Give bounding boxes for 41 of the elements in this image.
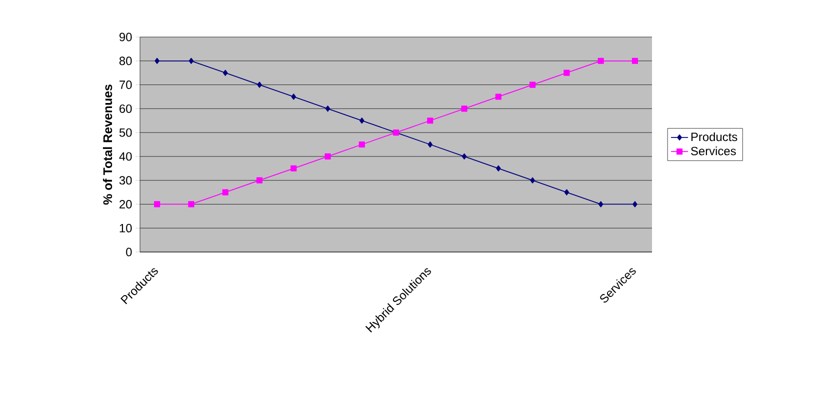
point (325, 106, 330, 112)
point (222, 189, 228, 196)
y-tick-label: 70 (120, 80, 132, 90)
legend-label: Services (691, 146, 736, 156)
y-tick-label: 30 (119, 176, 132, 185)
y-axis-title: % of Total Revenues (102, 84, 112, 205)
point (257, 82, 262, 88)
point (496, 165, 501, 172)
point (324, 153, 331, 160)
point (462, 153, 467, 160)
point (222, 70, 228, 76)
point (256, 177, 263, 184)
y-tick-label: 80 (119, 56, 132, 66)
point (427, 118, 434, 124)
point (358, 141, 365, 148)
point (291, 94, 296, 100)
point (598, 58, 604, 64)
point (154, 58, 160, 64)
y-tick-label: 0 (126, 248, 132, 256)
point (188, 201, 194, 208)
point (598, 201, 604, 208)
point (530, 177, 535, 184)
y-tick-label: 60 (120, 104, 132, 113)
point (461, 106, 468, 112)
point (154, 201, 160, 208)
legend-label: Products (691, 132, 738, 142)
point (290, 165, 297, 172)
y-tick-label: 40 (119, 152, 132, 161)
point (564, 70, 570, 76)
point (564, 189, 570, 196)
point (632, 58, 638, 64)
y-tick-label: 10 (120, 224, 132, 232)
y-tick-label: 90 (120, 32, 132, 42)
y-tick-label: 20 (120, 200, 132, 208)
point (495, 94, 502, 100)
point (359, 118, 364, 124)
y-tick-label: 50 (119, 128, 132, 137)
point (428, 141, 433, 148)
point (632, 201, 638, 208)
point (188, 58, 194, 64)
point (530, 82, 536, 88)
